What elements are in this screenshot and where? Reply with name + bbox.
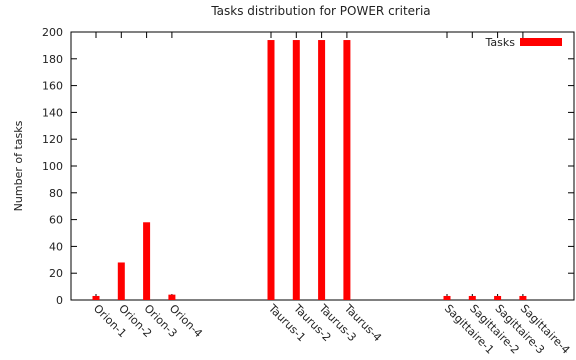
bar-taurus-3 <box>318 40 326 300</box>
bar-sagittaire-3 <box>494 295 502 300</box>
bar-taurus-4 <box>343 40 351 300</box>
y-tick-label: 80 <box>49 187 63 200</box>
legend-swatch <box>520 38 562 46</box>
y-tick-label: 0 <box>56 294 63 307</box>
y-tick-label: 60 <box>49 214 63 227</box>
bar-sagittaire-4 <box>519 295 527 300</box>
y-axis-label: Number of tasks <box>12 120 25 211</box>
bar-taurus-1 <box>267 40 275 300</box>
y-tick-label: 180 <box>42 53 63 66</box>
y-tick-label: 40 <box>49 240 63 253</box>
legend: Tasks <box>485 36 562 49</box>
y-axis: 0 20 40 60 80 100 120 140 160 180 200 <box>42 26 574 307</box>
legend-label: Tasks <box>485 36 516 49</box>
y-tick-label: 100 <box>42 160 63 173</box>
bar-sagittaire-1 <box>443 295 451 300</box>
bar-taurus-2 <box>292 40 300 300</box>
bar-sagittaire-2 <box>468 295 476 300</box>
bar-orion-4 <box>168 294 176 300</box>
y-tick-label: 20 <box>49 267 63 280</box>
chart-title: Tasks distribution for POWER criteria <box>210 4 430 18</box>
bar-orion-3 <box>143 222 151 300</box>
y-tick-label: 120 <box>42 133 63 146</box>
y-tick-label: 140 <box>42 106 63 119</box>
y-tick-label: 160 <box>42 80 63 93</box>
bars-group <box>92 40 527 300</box>
y-tick-label: 200 <box>42 26 63 39</box>
bar-orion-2 <box>117 262 125 300</box>
bar-orion-1 <box>92 295 100 300</box>
